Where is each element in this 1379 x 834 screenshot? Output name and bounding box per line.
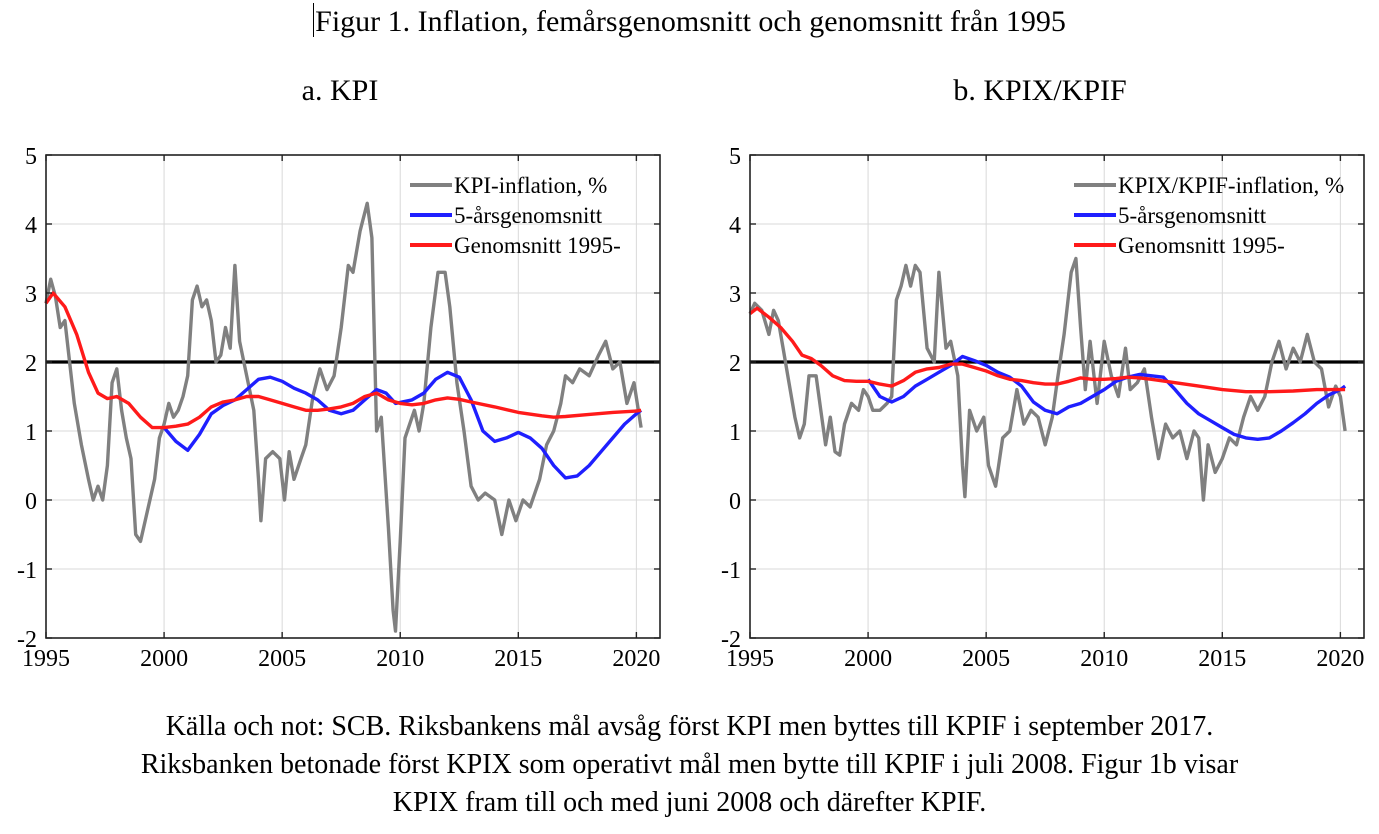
y-tick-label: 2 bbox=[25, 351, 37, 377]
legend-label: Genomsnitt 1995- bbox=[1118, 233, 1285, 258]
y-tick-label: -1 bbox=[721, 558, 741, 584]
y-tick-label: 3 bbox=[25, 282, 37, 308]
x-tick-label: 2015 bbox=[1198, 646, 1246, 672]
x-tick-label: 2010 bbox=[376, 646, 424, 672]
footnote-line-1: Källa och not: SCB. Riksbankens mål avså… bbox=[165, 711, 1214, 742]
y-tick-label: 5 bbox=[25, 144, 37, 170]
footnote: Källa och not: SCB. Riksbankens mål avså… bbox=[0, 708, 1379, 822]
series-line-five-year bbox=[866, 354, 1347, 441]
series-line-five-year bbox=[162, 370, 643, 480]
figure-title-text: Figur 1. Inflation, femårsgenomsnitt och… bbox=[315, 5, 1066, 38]
x-tick-label: 2005 bbox=[258, 646, 306, 672]
plot-frame bbox=[749, 154, 1365, 639]
y-tick-label: -1 bbox=[17, 558, 37, 584]
x-tick-label: 2020 bbox=[1316, 646, 1364, 672]
footnote-line-2: Riksbanken betonade först KPIX som opera… bbox=[140, 749, 1239, 780]
y-tick-label: 4 bbox=[25, 213, 37, 239]
panel-a-title: a. KPI bbox=[301, 74, 379, 107]
legend-label: 5-årsgenomsnitt bbox=[454, 203, 603, 228]
x-tick-label: 1995 bbox=[22, 646, 70, 672]
plot-frame bbox=[45, 154, 661, 639]
x-tick-label: 2000 bbox=[140, 646, 188, 672]
legend-label: 5-årsgenomsnitt bbox=[1118, 203, 1267, 228]
series-line-inflation bbox=[44, 201, 643, 633]
x-tick-label: 2000 bbox=[844, 646, 892, 672]
x-tick-label: 2015 bbox=[494, 646, 542, 672]
y-tick-label: -2 bbox=[17, 627, 37, 653]
panel-a-chart: 1995 2000 2005 2010 2015 2020 -2 -1 0 1 2 3 4 5 KPI-in… bbox=[17, 144, 661, 672]
x-tick-label: 2005 bbox=[962, 646, 1010, 672]
y-tick-label: 1 bbox=[25, 420, 37, 446]
text-cursor bbox=[313, 3, 315, 37]
y-tick-label: 4 bbox=[729, 213, 741, 239]
y-tick-label: 1 bbox=[729, 420, 741, 446]
series-line-since-1995 bbox=[748, 306, 1346, 394]
figure-title: Figur 1. Inflation, femårsgenomsnitt och… bbox=[0, 2, 1379, 42]
series-line-since-1995 bbox=[44, 291, 642, 430]
y-tick-label: 2 bbox=[729, 351, 741, 377]
y-tick-label: 3 bbox=[729, 282, 741, 308]
panel-b-title: b. KPIX/KPIF bbox=[953, 74, 1127, 107]
x-tick-label: 2020 bbox=[612, 646, 660, 672]
x-tick-label: 2010 bbox=[1080, 646, 1128, 672]
y-tick-label: 0 bbox=[729, 489, 741, 515]
y-tick-label: -2 bbox=[721, 627, 741, 653]
legend-label: KPIX/KPIF-inflation, % bbox=[1118, 173, 1344, 198]
y-tick-label: 5 bbox=[729, 144, 741, 170]
legend-label: KPI-inflation, % bbox=[454, 173, 607, 198]
panel-b-chart: 1995 2000 2005 2010 2015 2020 -2 -1 0 1 2 3 4 5 KPIX/K… bbox=[721, 144, 1365, 672]
footnote-line-3: KPIX fram till och med juni 2008 och där… bbox=[392, 787, 987, 818]
y-tick-label: 0 bbox=[25, 489, 37, 515]
series-line-inflation bbox=[748, 256, 1347, 502]
legend-label: Genomsnitt 1995- bbox=[454, 233, 621, 258]
x-tick-label: 1995 bbox=[726, 646, 774, 672]
